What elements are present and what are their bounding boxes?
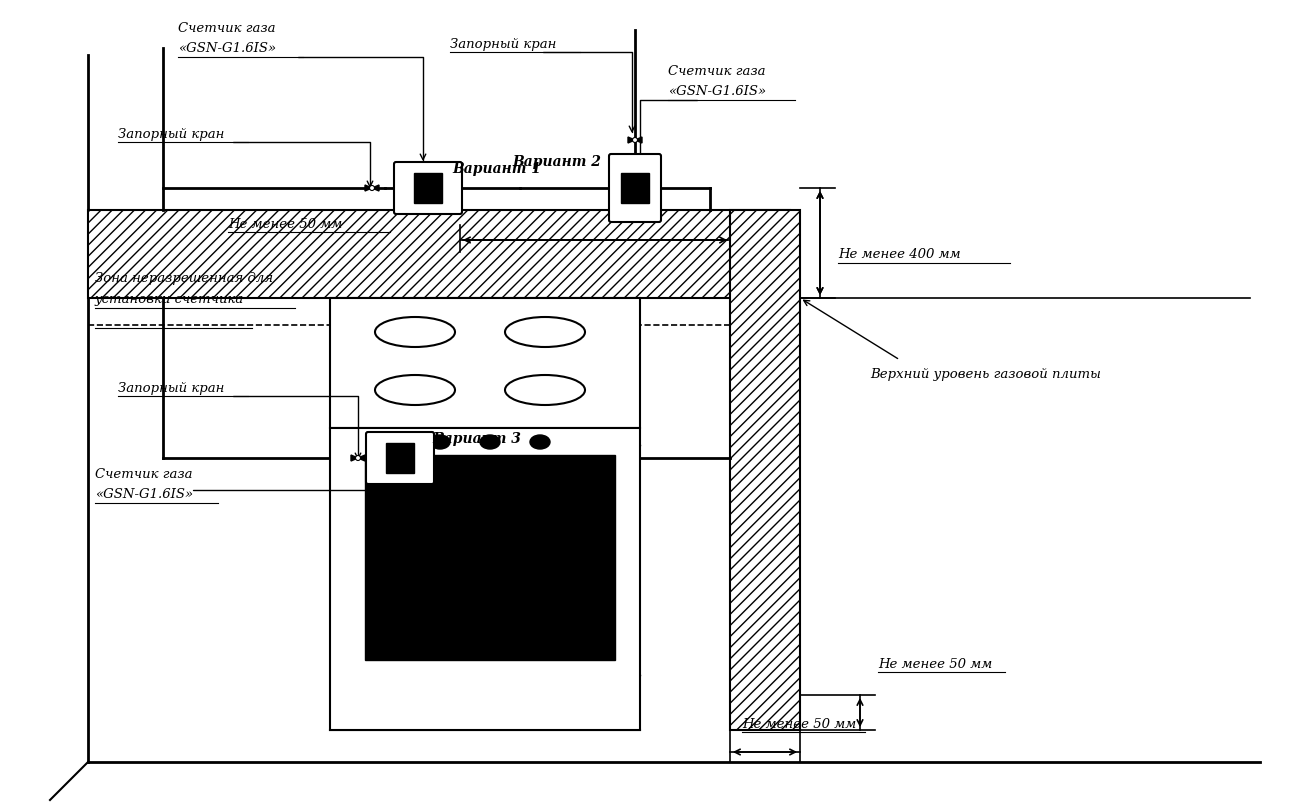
- Text: «GSN-G1.6IS»: «GSN-G1.6IS»: [178, 42, 276, 55]
- Text: установки счетчика: установки счетчика: [96, 293, 244, 306]
- Polygon shape: [372, 185, 379, 191]
- Text: Счетчик газа: Счетчик газа: [668, 65, 765, 78]
- Circle shape: [355, 456, 360, 460]
- Ellipse shape: [385, 435, 404, 449]
- Text: Зона неразрешенная для: Зона неразрешенная для: [96, 272, 273, 285]
- Ellipse shape: [530, 435, 550, 449]
- Text: Запорный кран: Запорный кран: [450, 38, 557, 51]
- Bar: [329, 298, 640, 428]
- Polygon shape: [628, 137, 634, 143]
- Bar: [366, 455, 615, 660]
- FancyBboxPatch shape: [394, 162, 463, 214]
- Bar: [621, 173, 649, 203]
- Text: Вариант 3: Вариант 3: [432, 432, 521, 446]
- Text: «GSN-G1.6IS»: «GSN-G1.6IS»: [96, 488, 193, 501]
- Text: Не менее 50 мм: Не менее 50 мм: [227, 218, 342, 231]
- Bar: [730, 210, 800, 730]
- Text: Вариант 2: Вариант 2: [512, 155, 601, 169]
- Ellipse shape: [505, 317, 585, 347]
- Ellipse shape: [375, 375, 455, 405]
- Ellipse shape: [375, 317, 455, 347]
- Bar: [413, 173, 442, 203]
- Bar: [88, 210, 789, 298]
- Text: Не менее 400 мм: Не менее 400 мм: [839, 248, 961, 261]
- Text: Счетчик газа: Счетчик газа: [178, 22, 275, 35]
- Text: Верхний уровень газовой плиты: Верхний уровень газовой плиты: [870, 368, 1101, 381]
- FancyBboxPatch shape: [609, 154, 662, 222]
- Text: Запорный кран: Запорный кран: [118, 128, 225, 141]
- Polygon shape: [634, 137, 642, 143]
- Bar: [386, 443, 413, 473]
- Text: «GSN-G1.6IS»: «GSN-G1.6IS»: [668, 85, 766, 98]
- Ellipse shape: [430, 435, 450, 449]
- Ellipse shape: [505, 375, 585, 405]
- Text: Не менее 50 мм: Не менее 50 мм: [879, 658, 992, 671]
- Circle shape: [633, 137, 637, 143]
- Polygon shape: [366, 185, 372, 191]
- Circle shape: [370, 185, 375, 191]
- Text: Запорный кран: Запорный кран: [118, 382, 225, 395]
- Bar: [329, 428, 640, 730]
- Polygon shape: [358, 455, 366, 461]
- Polygon shape: [351, 455, 358, 461]
- Text: Не менее 50 мм: Не менее 50 мм: [742, 718, 857, 731]
- Text: Счетчик газа: Счетчик газа: [96, 468, 193, 481]
- Text: Вариант 1: Вариант 1: [452, 162, 541, 176]
- FancyBboxPatch shape: [366, 432, 434, 484]
- Ellipse shape: [481, 435, 500, 449]
